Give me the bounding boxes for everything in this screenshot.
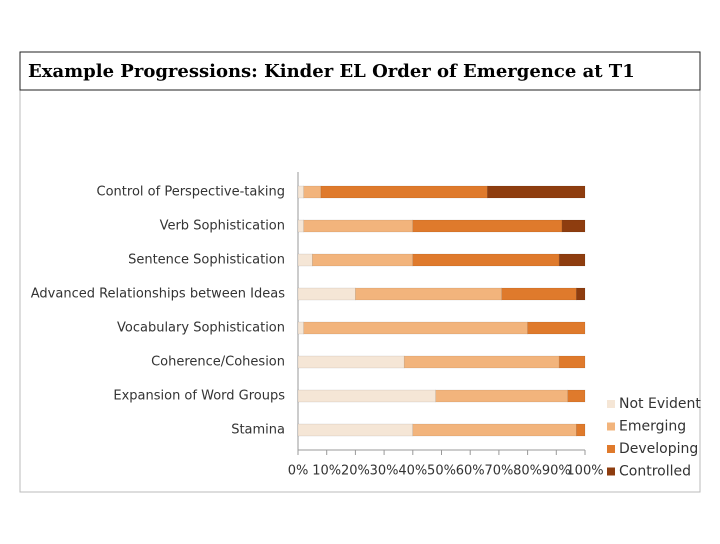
legend-label: Emerging [619,419,686,435]
category-label: Coherence/Cohesion [151,355,285,370]
x-tick-label: 10% [312,464,341,479]
legend-label: Controlled [619,464,691,480]
bar-segment [412,423,577,437]
category-label: Control of Perspective-taking [97,185,285,200]
x-tick-label: 100% [566,464,603,479]
category-label: Stamina [231,423,285,438]
bar-segment [320,185,488,199]
bar-segment [527,321,586,335]
bar-segment [355,287,503,301]
bar-segment [303,185,322,199]
bar-segment [297,185,304,199]
chart-title: Example Progressions: Kinder EL Order of… [28,61,635,82]
category-label: Advanced Relationships between Ideas [31,287,285,302]
bar-segment [297,219,304,233]
x-tick-label: 80% [513,464,542,479]
bar-segment [297,321,304,335]
bar-segment [487,185,586,199]
bar-segment [576,423,586,437]
bar-segment [297,287,356,301]
legend-swatch [607,467,615,476]
x-tick-label: 0% [288,464,309,479]
x-tick-label: 40% [398,464,427,479]
bar-segment [297,423,414,437]
bar-segment [412,253,560,267]
bar-segment [501,287,577,301]
x-tick-label: 50% [427,464,456,479]
legend-swatch [607,445,615,453]
title-box [19,51,701,91]
x-tick-label: 30% [370,464,399,479]
legend-label: Not Evident [619,396,701,412]
bar-segment [303,219,414,233]
legend-swatch [607,400,615,408]
category-label: Sentence Sophistication [128,253,285,268]
bar-segment [312,253,414,267]
x-tick-label: 70% [484,464,513,479]
bar-segment [558,253,586,267]
bar-segment [576,287,586,301]
bar-segment [297,355,405,369]
bar-segment [297,389,437,403]
bar-segment [403,355,560,369]
bar-segment [561,219,586,233]
category-label: Expansion of Word Groups [113,389,285,404]
category-label: Verb Sophistication [160,219,285,234]
category-label: Vocabulary Sophistication [117,321,285,336]
bar-segment [567,389,586,403]
bar-segment [412,219,563,233]
legend-label: Developing [619,441,698,457]
legend-swatch [607,422,615,431]
bar-segment [558,355,586,369]
bar-segment [297,253,313,267]
x-tick-label: 90% [542,464,571,479]
x-tick-label: 20% [341,464,370,479]
bar-segment [435,389,569,403]
bar-segment [303,321,528,335]
x-tick-label: 60% [456,464,485,479]
